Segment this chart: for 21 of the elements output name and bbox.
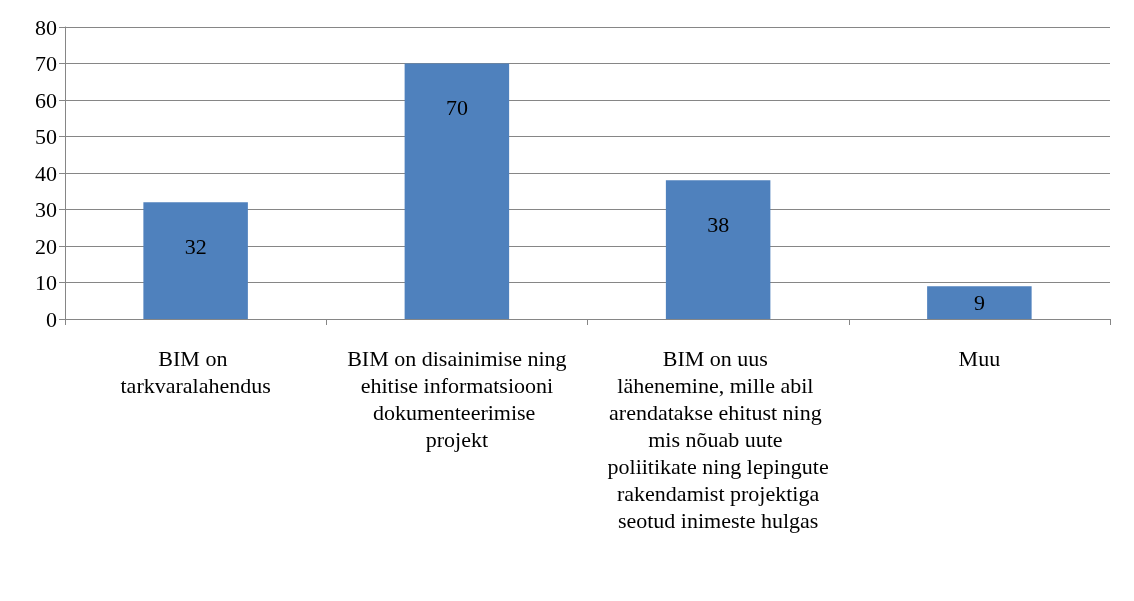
x-tick-label: BIM on tarkvaralahendus bbox=[120, 346, 271, 398]
bar bbox=[927, 286, 1032, 319]
y-tick-label: 0 bbox=[46, 306, 57, 332]
x-tick-label: Muu bbox=[958, 346, 1001, 371]
y-tick-label: 30 bbox=[35, 197, 57, 222]
bar bbox=[665, 180, 771, 319]
x-tick-label: BIM on disainimise ning ehitise informatsiooni dokumenteerimise projekt bbox=[347, 346, 567, 452]
data-label: 9 bbox=[973, 289, 985, 315]
x-tick-label: BIM on uus lähenemine, mille abil arendatakse ehitust ning mis nõuab uute poliitikate ning lepingute rakendamist projektiga seotud inimeste hulgas bbox=[607, 346, 829, 533]
bar bbox=[404, 63, 510, 319]
y-tick-label: 10 bbox=[35, 270, 57, 295]
y-tick-label: 70 bbox=[35, 51, 57, 76]
data-label: 70 bbox=[445, 95, 468, 120]
y-tick-label: 20 bbox=[35, 233, 57, 259]
data-label: 32 bbox=[184, 233, 207, 259]
data-label: 38 bbox=[707, 211, 730, 237]
y-tick-label: 50 bbox=[35, 124, 57, 149]
bar bbox=[143, 202, 248, 319]
y-tick-label: 60 bbox=[35, 87, 57, 113]
y-tick-label: 80 bbox=[35, 14, 57, 40]
y-tick-label: 40 bbox=[35, 160, 57, 186]
